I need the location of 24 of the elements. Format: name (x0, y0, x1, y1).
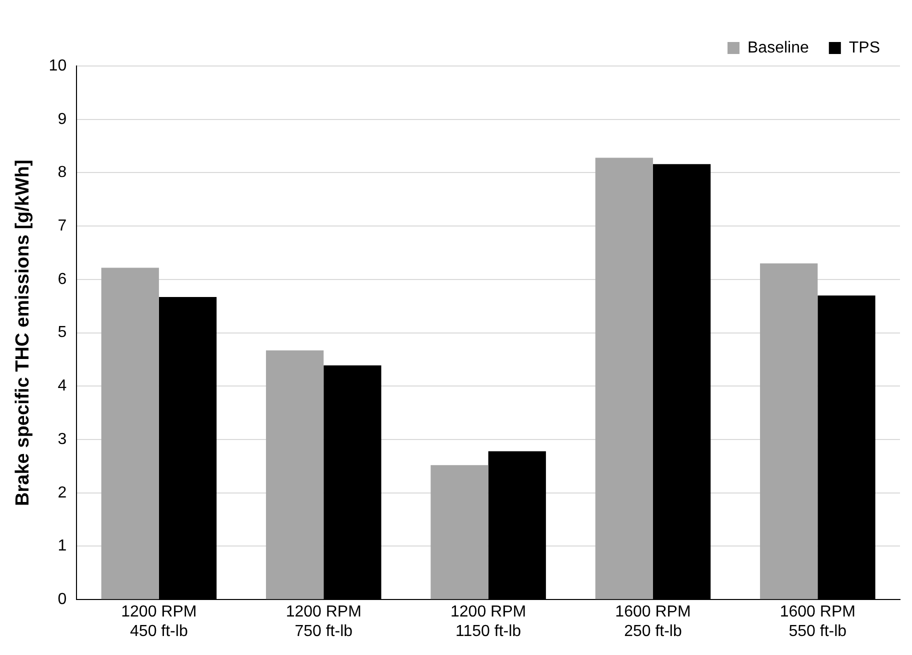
y-tick-label: 0 (58, 591, 67, 608)
bar (430, 465, 488, 600)
y-tick-label: 4 (58, 378, 67, 395)
y-tick-label: 3 (58, 430, 67, 448)
y-tick-label: 1 (58, 538, 67, 555)
bar (595, 158, 653, 600)
bar (760, 263, 818, 600)
x-tick-label: 1200 RPM 450 ft-lb (121, 604, 197, 640)
bar (266, 350, 324, 600)
x-tick-label: 1200 RPM 1150 ft-lb (450, 604, 526, 640)
bar (101, 268, 159, 600)
x-tick-label: 1200 RPM 750 ft-lb (286, 604, 362, 640)
y-axis-title: Brake specific THC emissions [g/kWh] (12, 160, 34, 506)
x-tick-label: 1600 RPM 250 ft-lb (615, 604, 691, 640)
y-tick-label: 5 (58, 324, 67, 342)
y-tick-label: 2 (58, 484, 67, 502)
y-tick-label: 7 (58, 217, 67, 234)
y-tick-label: 6 (58, 270, 67, 288)
y-tick-label: 8 (58, 164, 67, 182)
y-tick-label: 10 (48, 57, 67, 74)
legend-label: Baseline (748, 39, 809, 56)
x-tick-label: 1600 RPM 550 ft-lb (780, 604, 856, 640)
legend-label: TPS (848, 39, 880, 56)
y-tick-label: 9 (58, 110, 67, 128)
